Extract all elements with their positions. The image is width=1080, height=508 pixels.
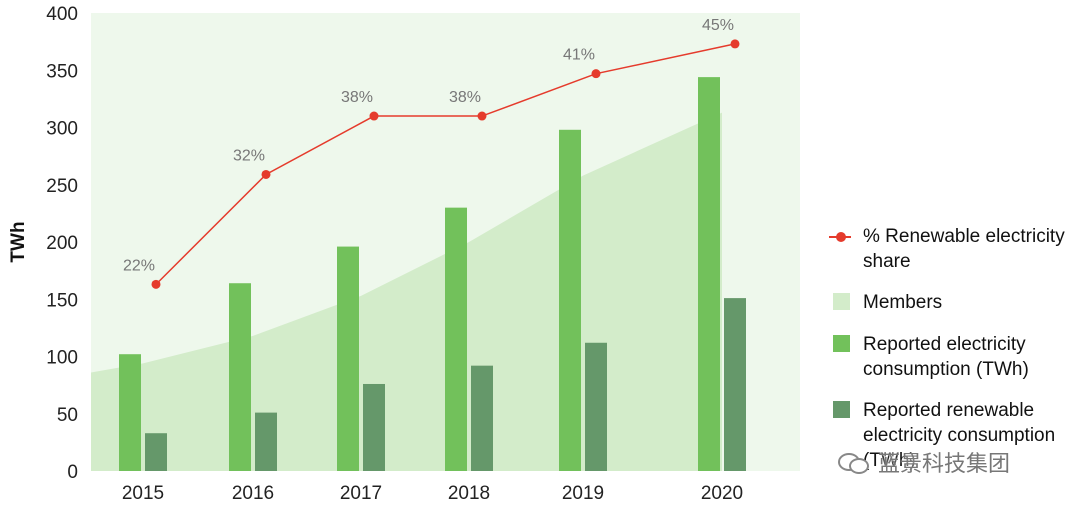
share-label-2017: 38% [341, 89, 373, 106]
bar-reported-2018 [445, 207, 467, 471]
share-point-2017 [369, 111, 379, 121]
share-point-2016 [261, 169, 271, 179]
y-tick-150: 150 [46, 290, 78, 311]
bar-renewable-2016 [255, 412, 277, 471]
renewable-share-line [155, 43, 736, 285]
x-tick-2019: 2019 [562, 483, 604, 504]
legend-label-reported: Reported electricity consumption (TWh) [863, 334, 1029, 380]
share-label-2015: 22% [123, 257, 155, 274]
y-tick-400: 400 [46, 4, 78, 25]
legend-swatch-reported [833, 335, 850, 352]
bar-reported-2017 [337, 246, 359, 471]
watermark: 蓝景科技集团 [838, 446, 1010, 478]
bar-reported-2015 [119, 354, 141, 471]
share-point-2015 [151, 279, 161, 289]
bar-renewable-2015 [145, 433, 167, 471]
y-axis-label: TWh [8, 221, 29, 262]
legend-label-members: Members [863, 292, 943, 313]
share-label-2018: 38% [449, 89, 481, 106]
legend-label-renewable: Reported renewable electricity consumpti… [863, 400, 1056, 471]
y-tick-0: 0 [67, 462, 78, 483]
x-tick-2018: 2018 [448, 483, 490, 504]
bar-reported-2019 [559, 129, 581, 472]
legend-item-renewable-share: % Renewable electricity share [828, 224, 1080, 282]
share-label-2016: 32% [233, 147, 265, 164]
legend-swatch-members [833, 293, 850, 310]
legend-item-renewable-consumption: Reported renewable electricity consumpti… [828, 398, 1080, 473]
chart-area: 22% 32% 38% 38% 41% 45% 0 50 100 150 200 250 300 350… [8, 4, 800, 504]
legend-swatch-renewable [833, 401, 850, 418]
bar-renewable-2020 [724, 298, 746, 471]
bar-renewable-2017 [363, 383, 385, 471]
share-label-2020: 45% [702, 17, 734, 34]
legend-item-reported-consumption: Reported electricity consumption (TWh) [828, 332, 1080, 390]
x-tick-2020: 2020 [701, 483, 743, 504]
x-tick-2017: 2017 [340, 483, 382, 504]
share-point-2019 [591, 69, 601, 79]
legend: % Renewable electricity share Members Re… [828, 224, 1080, 473]
share-point-2018 [477, 111, 487, 121]
y-tick-300: 300 [46, 119, 78, 140]
wechat-icon [838, 451, 872, 474]
x-tick-2016: 2016 [232, 483, 274, 504]
bar-reported-2016 [229, 283, 251, 471]
y-tick-250: 250 [46, 176, 78, 197]
legend-item-members: Members [828, 290, 1080, 324]
y-tick-100: 100 [46, 348, 78, 369]
share-label-2019: 41% [563, 47, 595, 64]
y-tick-350: 350 [46, 61, 78, 82]
share-point-2020 [730, 39, 740, 49]
bar-reported-2020 [698, 77, 720, 472]
legend-label-renewable-share: % Renewable electricity share [863, 226, 1065, 272]
x-tick-2015: 2015 [122, 483, 164, 504]
bar-renewable-2019 [585, 342, 607, 471]
legend-dot-swatch [836, 232, 846, 242]
bar-renewable-2018 [471, 365, 493, 471]
y-tick-200: 200 [46, 233, 78, 254]
watermark-text: 蓝景科技集团 [878, 451, 1011, 476]
y-tick-50: 50 [57, 405, 78, 426]
